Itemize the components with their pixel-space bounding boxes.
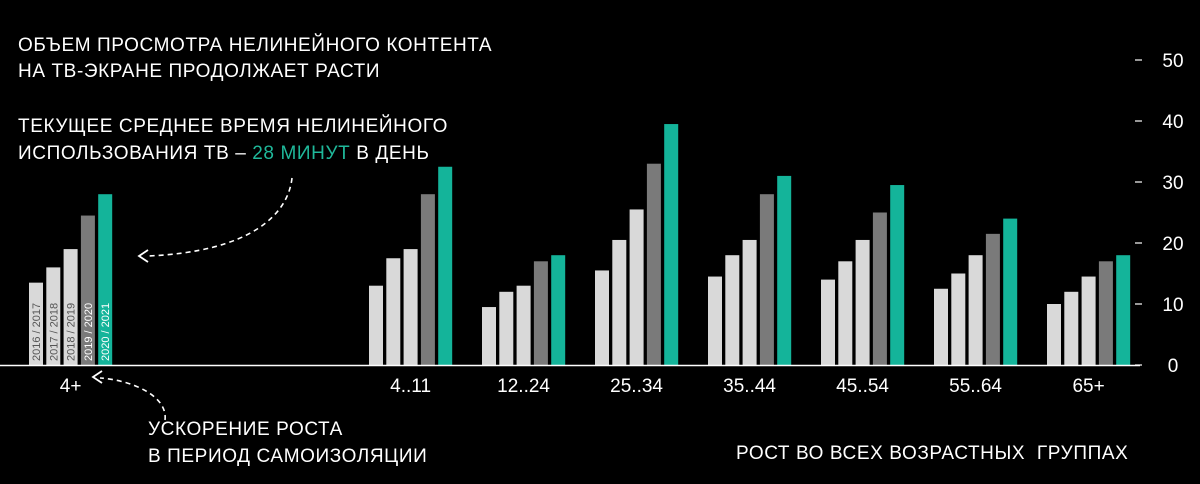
arrows-layer (91, 177, 293, 421)
subhead-highlight: 28 МИНУТ (252, 143, 351, 164)
headline: ОБЪЕМ ПРОСМОТРА НЕЛИНЕЙНОГО КОНТЕНТА НА … (18, 33, 492, 85)
legend-label: 2018 / 2019 (66, 303, 78, 361)
subhead-line-1: ТЕКУЩЕЕ СРЕДНЕЕ ВРЕМЯ НЕЛИНЕЙНОГО (18, 116, 449, 137)
y-tick-label: 20 (1162, 234, 1183, 255)
bar-25..34-2018/2019 (629, 209, 644, 365)
bar-55..64-2019/2020 (985, 233, 1000, 365)
headline-line-2: НА ТВ-ЭКРАНЕ ПРОДОЛЖАЕТ РАСТИ (18, 61, 381, 82)
y-tick-label: 50 (1162, 51, 1183, 72)
bar-45..54-2018/2019 (855, 239, 870, 365)
y-tick-label: 0 (1168, 356, 1179, 377)
headline-line-1: ОБЪЕМ ПРОСМОТРА НЕЛИНЕЙНОГО КОНТЕНТА (18, 35, 493, 56)
bar-12..24-2016/2017 (482, 307, 496, 365)
bar-45..54-2016/2017 (821, 279, 835, 365)
bar-4..11-2018/2019 (403, 249, 418, 365)
arrow-head-lower-icon (91, 370, 103, 384)
bar-45..54-2019/2020 (872, 212, 887, 365)
legend-label: 2017 / 2018 (48, 303, 60, 361)
bar-4..11-2017/2018 (386, 258, 401, 365)
legend-label: 2016 / 2017 (31, 303, 43, 361)
bar-12..24-2020/2021 (551, 255, 566, 365)
bar-35..44-2020/2021 (777, 175, 792, 365)
x-tick-label: 4+ (60, 376, 82, 397)
subhead-line-2: ИСПОЛЬЗОВАНИЯ ТВ – 28 МИНУТ В ДЕНЬ (18, 140, 448, 167)
x-tick-label: 4..11 (390, 376, 431, 397)
bar-65+-2019/2020 (1098, 261, 1113, 365)
subhead: ТЕКУЩЕЕ СРЕДНЕЕ ВРЕМЯ НЕЛИНЕЙНОГО ИСПОЛЬ… (18, 113, 448, 167)
axis-layer: 4+ 4..11 12..24 25..34 35..44 45..54 55..64 65+… (0, 51, 1184, 397)
bar-65+-2020/2021 (1116, 255, 1131, 365)
y-tick-label: 10 (1162, 295, 1183, 316)
bar-4..11-2020/2021 (438, 166, 453, 365)
note-bottom-line-1: УСКОРЕНИЕ РОСТА (148, 419, 343, 440)
bar-55..64-2020/2021 (1003, 218, 1018, 365)
bar-4+-2018/2019 (63, 249, 78, 365)
bar-35..44-2017/2018 (725, 255, 740, 365)
bars-layer: 2016 / 2017 2017 / 2018 2018 / 2019 2019 / … (29, 124, 1131, 365)
y-tick-label: 30 (1162, 173, 1183, 194)
bar-12..24-2018/2019 (516, 285, 531, 365)
bar-4+-2016/2017 (29, 282, 43, 365)
arrow-head-upper-icon (137, 249, 149, 263)
bar-35..44-2019/2020 (759, 194, 774, 365)
legend-label: 2019 / 2020 (83, 303, 95, 361)
x-tick-label: 45..54 (836, 376, 889, 397)
bar-25..34-2016/2017 (595, 270, 609, 365)
bar-55..64-2018/2019 (968, 255, 983, 365)
dashed-arrow-lower (99, 377, 166, 421)
bar-4..11-2019/2020 (420, 194, 435, 365)
dashed-arrow-upper (146, 177, 293, 257)
x-tick-label: 25..34 (610, 376, 663, 397)
bar-4+-2020/2021 (98, 194, 113, 365)
x-tick-label: 65+ (1072, 376, 1104, 397)
bar-65+-2016/2017 (1047, 304, 1061, 365)
x-tick-label: 35..44 (723, 376, 776, 397)
subhead-suffix: В ДЕНЬ (350, 143, 430, 164)
bar-55..64-2017/2018 (951, 273, 966, 365)
bar-65+-2018/2019 (1081, 276, 1096, 365)
bar-12..24-2017/2018 (499, 291, 514, 365)
subhead-prefix: ИСПОЛЬЗОВАНИЯ ТВ – (18, 143, 253, 164)
bar-35..44-2016/2017 (708, 276, 722, 365)
bar-25..34-2017/2018 (612, 239, 627, 365)
bar-45..54-2017/2018 (838, 261, 853, 365)
bar-45..54-2020/2021 (890, 185, 905, 365)
bar-4..11-2016/2017 (369, 285, 383, 365)
bar-4+-2019/2020 (80, 215, 95, 365)
note-self-isolation: УСКОРЕНИЕ РОСТА В ПЕРИОД САМОИЗОЛЯЦИИ (148, 416, 427, 470)
note-all-age-groups: РОСТ ВО ВСЕХ ВОЗРАСТНЫХ ГРУППАХ (736, 443, 1129, 464)
x-tick-label: 12..24 (497, 376, 550, 397)
bar-35..44-2018/2019 (742, 239, 757, 365)
bar-55..64-2016/2017 (934, 288, 948, 365)
x-tick-label: 55..64 (949, 376, 1002, 397)
note-bottom-line-2: В ПЕРИОД САМОИЗОЛЯЦИИ (148, 446, 428, 467)
bar-25..34-2019/2020 (646, 163, 661, 365)
y-tick-label: 40 (1162, 112, 1183, 133)
legend-label: 2020 / 2021 (100, 303, 112, 361)
bar-65+-2017/2018 (1064, 291, 1079, 365)
bar-25..34-2020/2021 (664, 124, 679, 365)
bar-4+-2017/2018 (46, 267, 61, 365)
bar-12..24-2019/2020 (533, 261, 548, 365)
